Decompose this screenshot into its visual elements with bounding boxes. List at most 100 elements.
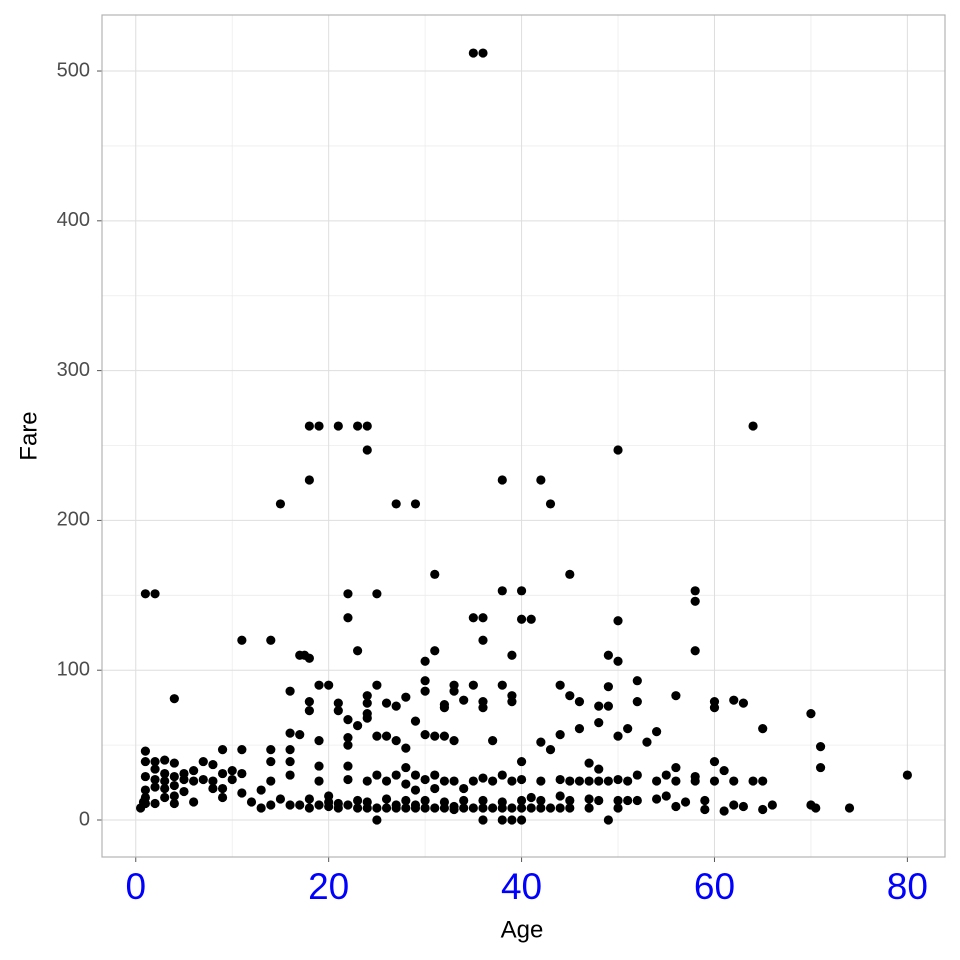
point bbox=[314, 761, 324, 771]
point bbox=[237, 768, 247, 779]
point bbox=[372, 731, 382, 741]
point bbox=[565, 691, 575, 701]
point bbox=[285, 728, 295, 738]
point bbox=[140, 756, 151, 767]
point bbox=[709, 756, 720, 767]
point bbox=[266, 776, 276, 786]
point bbox=[150, 589, 160, 599]
point bbox=[314, 680, 324, 690]
point bbox=[150, 782, 160, 792]
point bbox=[439, 776, 450, 786]
point bbox=[140, 746, 151, 756]
point bbox=[189, 765, 199, 776]
point bbox=[381, 794, 392, 804]
point bbox=[140, 785, 151, 795]
point bbox=[449, 736, 459, 746]
point bbox=[459, 803, 469, 813]
point bbox=[314, 736, 324, 746]
point bbox=[304, 794, 314, 804]
point bbox=[333, 421, 343, 431]
point bbox=[623, 776, 633, 786]
point bbox=[138, 797, 149, 807]
point bbox=[468, 803, 478, 813]
point bbox=[169, 791, 179, 801]
point bbox=[603, 682, 613, 692]
point bbox=[516, 803, 527, 813]
point bbox=[304, 653, 314, 663]
point bbox=[420, 803, 430, 813]
point bbox=[217, 768, 228, 779]
point bbox=[478, 697, 488, 707]
point bbox=[488, 776, 498, 786]
point bbox=[516, 614, 527, 624]
point bbox=[690, 646, 700, 656]
point bbox=[603, 776, 613, 786]
x-tick-label: 20 bbox=[308, 866, 349, 907]
point bbox=[709, 703, 720, 713]
point bbox=[333, 798, 343, 809]
point bbox=[179, 774, 189, 785]
point bbox=[304, 697, 314, 707]
point bbox=[507, 803, 517, 813]
point bbox=[632, 697, 642, 707]
point bbox=[160, 776, 170, 786]
point bbox=[526, 792, 536, 803]
point bbox=[362, 421, 372, 431]
point bbox=[767, 800, 777, 810]
point bbox=[314, 776, 324, 786]
point bbox=[545, 803, 556, 813]
x-tick-label: 60 bbox=[694, 866, 735, 907]
point bbox=[285, 756, 295, 767]
point bbox=[227, 765, 237, 776]
point bbox=[632, 795, 642, 806]
point bbox=[420, 686, 430, 696]
point bbox=[150, 774, 160, 785]
point bbox=[439, 797, 450, 807]
point bbox=[372, 803, 382, 813]
point bbox=[333, 698, 343, 708]
point bbox=[391, 800, 401, 810]
point bbox=[478, 795, 488, 806]
point bbox=[594, 718, 604, 728]
point bbox=[217, 783, 228, 794]
point bbox=[545, 744, 556, 755]
point bbox=[295, 800, 305, 810]
point bbox=[516, 756, 527, 767]
point bbox=[333, 706, 343, 716]
point bbox=[507, 776, 517, 786]
point bbox=[497, 586, 507, 596]
point bbox=[584, 776, 594, 786]
point bbox=[256, 803, 266, 813]
point bbox=[217, 744, 228, 755]
y-tick-label: 200 bbox=[57, 509, 90, 531]
point bbox=[401, 795, 411, 806]
point bbox=[285, 744, 295, 755]
point bbox=[478, 48, 488, 58]
point bbox=[709, 776, 720, 786]
point bbox=[459, 795, 469, 806]
point bbox=[652, 727, 662, 737]
point bbox=[343, 715, 353, 725]
point bbox=[468, 776, 478, 786]
point bbox=[401, 762, 411, 773]
point bbox=[160, 768, 170, 779]
point bbox=[285, 770, 295, 780]
point bbox=[468, 680, 478, 690]
point bbox=[507, 815, 517, 825]
point bbox=[343, 800, 353, 810]
point bbox=[671, 776, 681, 786]
point bbox=[237, 635, 247, 645]
point bbox=[902, 770, 912, 780]
point bbox=[449, 801, 459, 812]
point bbox=[343, 740, 353, 750]
point bbox=[574, 724, 585, 734]
point bbox=[652, 794, 662, 804]
point bbox=[208, 776, 218, 786]
point bbox=[324, 680, 334, 690]
panel-border bbox=[101, 14, 946, 858]
point bbox=[391, 499, 401, 509]
point bbox=[478, 635, 488, 645]
point bbox=[266, 756, 276, 767]
point bbox=[410, 785, 421, 795]
point bbox=[420, 795, 430, 806]
